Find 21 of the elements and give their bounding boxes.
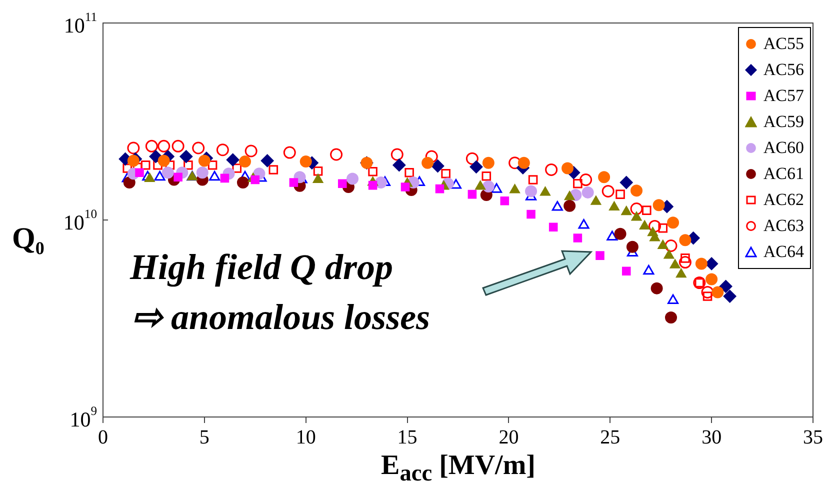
legend-label: AC63 (763, 216, 804, 236)
x-tick-label: 0 (98, 426, 108, 448)
legend-label: AC62 (763, 190, 804, 210)
x-tick-label: 20 (498, 426, 519, 448)
legend-label: AC61 (763, 164, 804, 184)
annotation: High field Q drop (130, 246, 394, 288)
annotation: ⇨ anomalous losses (132, 296, 430, 338)
legend-label: AC57 (763, 86, 804, 106)
legend-label: AC64 (763, 242, 804, 262)
legend-label: AC60 (763, 138, 804, 158)
x-tick-label: 15 (397, 426, 418, 448)
legend-label: AC55 (763, 34, 804, 54)
x-tick-label: 30 (702, 426, 722, 448)
x-tick-label: 5 (199, 426, 210, 448)
x-tick-label: 25 (600, 426, 620, 448)
x-axis-title: E$_{acc}$ [MV/m] (381, 450, 536, 486)
legend-label: AC56 (763, 60, 804, 80)
y-axis-title: Q₀ (12, 222, 44, 256)
x-tick-label: 35 (803, 426, 823, 448)
x-tick-label: 10 (296, 426, 316, 448)
legend-label: AC59 (763, 112, 804, 132)
